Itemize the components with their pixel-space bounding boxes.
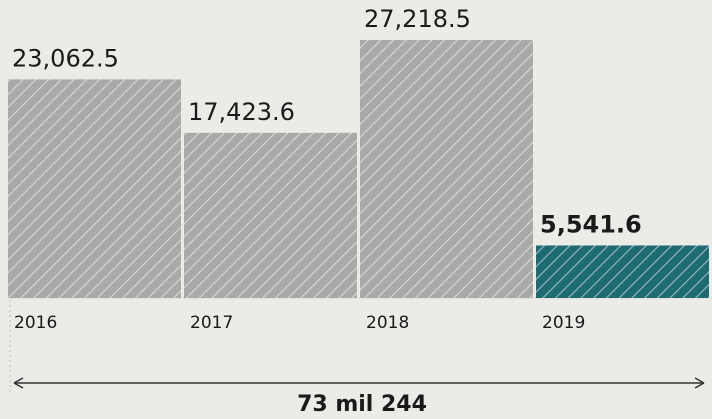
value-label: 17,423.6 xyxy=(188,98,295,126)
total-annotation: 73 mil 244 xyxy=(297,392,427,417)
bar xyxy=(8,79,181,298)
bar xyxy=(184,132,357,298)
x-tick-label: 2016 xyxy=(14,313,57,333)
bar xyxy=(360,40,533,298)
arrow-heads xyxy=(13,377,705,389)
x-tick-label: 2018 xyxy=(366,313,409,333)
value-label: 27,218.5 xyxy=(364,5,471,33)
x-tick-label: 2017 xyxy=(190,313,233,333)
value-label: 5,541.6 xyxy=(540,210,642,238)
bar xyxy=(536,245,709,298)
x-tick-label: 2019 xyxy=(542,313,585,333)
value-label: 23,062.5 xyxy=(12,44,119,72)
